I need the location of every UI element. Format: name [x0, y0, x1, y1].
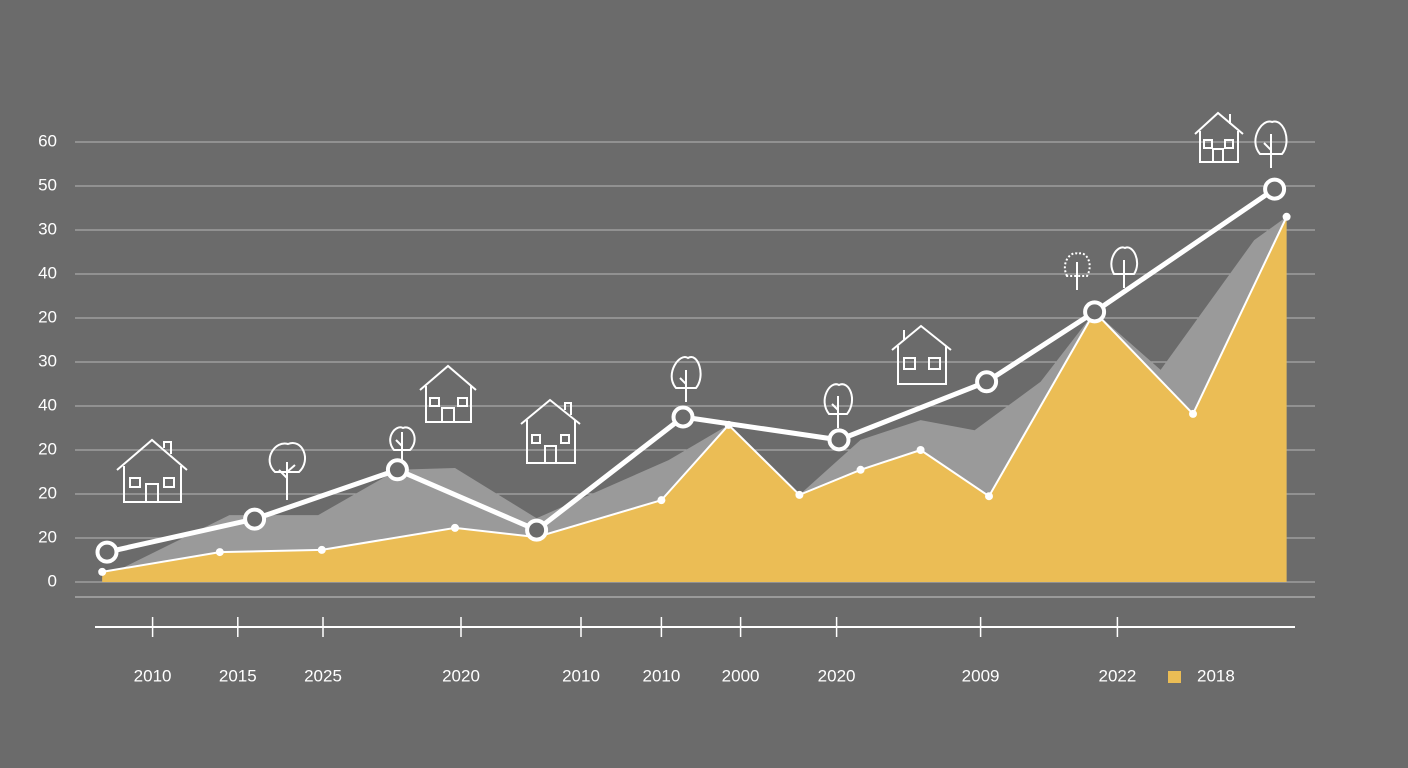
- tree-icon: [670, 356, 702, 402]
- point: [95, 540, 119, 564]
- legend-label: 2018: [1197, 666, 1235, 685]
- tree-icon: [389, 426, 416, 462]
- area-edge: [102, 216, 1288, 573]
- x-tick-label: 2010: [134, 666, 172, 685]
- legend-swatch: [1168, 671, 1181, 683]
- x-tick-label: 2020: [442, 666, 480, 685]
- x-tick-label: 2000: [722, 666, 760, 685]
- area: [102, 216, 1287, 583]
- point: [975, 370, 999, 394]
- house-icon: [520, 398, 581, 464]
- y-tick-label: 40: [38, 263, 57, 282]
- y-tick-label: 0: [48, 571, 57, 590]
- point: [1189, 409, 1197, 418]
- point: [671, 405, 695, 429]
- point: [525, 518, 549, 542]
- x-tick-label: 2009: [962, 666, 1000, 685]
- x-tick-label: 2022: [1098, 666, 1136, 685]
- house-icon: [116, 438, 188, 503]
- point: [1263, 177, 1287, 201]
- x-tick-label: 2010: [642, 666, 680, 685]
- point: [827, 428, 851, 452]
- y-tick-label: 30: [38, 351, 57, 370]
- tree-icon: [1254, 120, 1288, 168]
- point: [98, 567, 107, 576]
- y-tick-label: 20: [38, 307, 57, 326]
- tree-icon: [268, 442, 306, 500]
- tree-icon: [1063, 252, 1091, 290]
- x-tick-label: 2020: [818, 666, 856, 685]
- point: [657, 496, 666, 505]
- icons: [116, 111, 1288, 503]
- point: [985, 492, 993, 501]
- area: [102, 216, 1287, 583]
- x-tick-label: 2015: [219, 666, 257, 685]
- y-tick-label: 20: [38, 483, 57, 502]
- y-tick-label: 30: [38, 219, 57, 238]
- point: [916, 446, 925, 454]
- point: [451, 523, 459, 532]
- y-tick-label: 20: [38, 527, 57, 546]
- point: [243, 507, 267, 531]
- house-icon: [1194, 111, 1244, 163]
- tree-icon: [823, 383, 853, 428]
- y-tick-label: 20: [38, 439, 57, 458]
- point: [795, 490, 804, 499]
- plot: 0 20 20 20 40 30 20 40 30 50 60: [38, 131, 1315, 590]
- point: [215, 548, 224, 557]
- house-icon: [891, 324, 952, 385]
- x-tick-label: 2025: [304, 666, 342, 685]
- point: [317, 545, 326, 554]
- point: [1083, 300, 1107, 324]
- y-tick-label: 50: [38, 175, 57, 194]
- y-tick-label: 40: [38, 395, 57, 414]
- tree-icon: [1110, 246, 1139, 288]
- point: [856, 465, 865, 474]
- x-tick-label: 2010: [562, 666, 600, 685]
- y-tick-label: 60: [38, 131, 57, 150]
- point: [385, 458, 409, 482]
- house-icon: [419, 364, 477, 423]
- point: [1282, 212, 1291, 221]
